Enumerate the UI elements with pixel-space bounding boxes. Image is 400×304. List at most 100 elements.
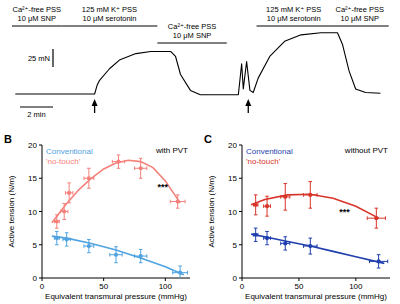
point [65,237,69,241]
y-error-bar [375,208,379,228]
point [377,259,381,263]
treatment-label: 10 μM SNP [18,14,57,23]
point [283,195,287,199]
x-error-bar [135,254,147,258]
legend-entry: Conventional [46,147,93,156]
fit-line [52,160,180,223]
y-error-bar [283,184,287,211]
x-error-bar [112,160,124,164]
y-tick-label: 15 [28,174,37,183]
point [283,241,287,245]
y-error-bar [117,155,121,168]
x-axis [242,278,390,279]
scale-bar [52,49,53,67]
y-error-bar [283,237,287,250]
legend-entry: 'no-touch' [246,157,281,166]
y-error-bar [87,239,91,252]
x-error-bar [110,253,122,257]
arrow-shaft [248,105,249,113]
x-axis [42,278,190,279]
x-tick [298,278,299,281]
y-tick-label: 0 [233,274,238,283]
y-tick [39,211,42,212]
treatment-bar [12,26,62,27]
arrow [92,99,98,113]
y-error-bar [139,249,143,262]
y-error-bar [87,168,91,188]
point [308,193,312,197]
y-tick [239,244,242,245]
legend-entry: 'no-touch' [46,157,81,166]
x-axis-label: Equivalent transmural pressure (mmHg) [45,292,187,301]
y-tick [39,244,42,245]
x-error-bar [170,200,185,204]
treatment-label: Ca²⁺-free PSS [168,22,217,31]
x-axis-label: Equivalent transmural pressure (mmHg) [245,292,387,301]
subtitle: with PVT [155,146,188,155]
x-error-bar [281,195,290,199]
treatment-bar [157,43,226,44]
x-tick-label: 50 [99,282,108,291]
x-error-bar [253,233,258,237]
fit-line [251,234,384,263]
y-error-bar [309,238,313,254]
y-error-bar [254,195,258,215]
point [265,204,269,208]
treatment-label: 10 μM serotonin [83,14,137,23]
scale-label: 2 min [27,110,45,119]
x-error-bar [135,166,147,170]
panel-label: B [4,133,12,145]
panel-label: C [204,133,212,145]
x-tick-label: 50 [294,282,303,291]
treatment-label: Ca²⁺-free PSS [336,5,385,14]
y-tick [239,278,242,279]
y-tick-label: 15 [228,174,237,183]
point [139,254,143,258]
annotation: *** [339,207,350,217]
y-error-bar [309,182,313,209]
trace-line [15,33,380,95]
x-tick-label: 0 [40,282,45,291]
y-tick [39,178,42,179]
fit-line [52,236,184,275]
arrow [245,99,251,113]
trace-group [15,33,380,95]
point [67,191,71,195]
y-axis-label: Active tension (N/m) [7,175,16,247]
y-error-bar [178,266,182,278]
y-tick [239,145,242,146]
data-group [251,182,388,268]
y-axis-label: Active tension (N/m) [207,175,216,247]
point [254,233,258,237]
x-error-bar [54,220,59,224]
x-error-bar [264,204,271,208]
x-error-bar [367,216,385,220]
x-error-bar [84,244,94,248]
y-error-bar [265,196,269,216]
y-error-bar [67,183,71,203]
y-error-bar [254,228,258,241]
x-tick-label: 0 [240,282,245,291]
y-tick-label: 5 [233,241,238,250]
y-tick [39,145,42,146]
x-tick [355,278,356,281]
y-tick [239,211,242,212]
figure: Ca²⁺-free PSS10 μM SNP125 mM K⁺ PSS10 μM… [0,0,400,304]
y-tick-label: 20 [228,141,237,150]
point [176,199,180,203]
arrow-shaft [94,105,95,113]
point [55,236,59,240]
point [87,244,91,248]
treatment-label: 10 μM serotonin [267,14,321,23]
y-error-bar [65,233,69,246]
x-error-bar [303,244,317,248]
arrow-head [92,99,98,106]
x-error-bar [253,203,258,207]
point [114,253,118,257]
y-tick-label: 10 [228,208,237,217]
treatment-bar [331,26,389,27]
y-tick-label: 20 [28,141,37,150]
x-error-bar [61,210,68,214]
point [55,219,59,223]
treatment-label: 10 μM SNP [173,31,212,40]
